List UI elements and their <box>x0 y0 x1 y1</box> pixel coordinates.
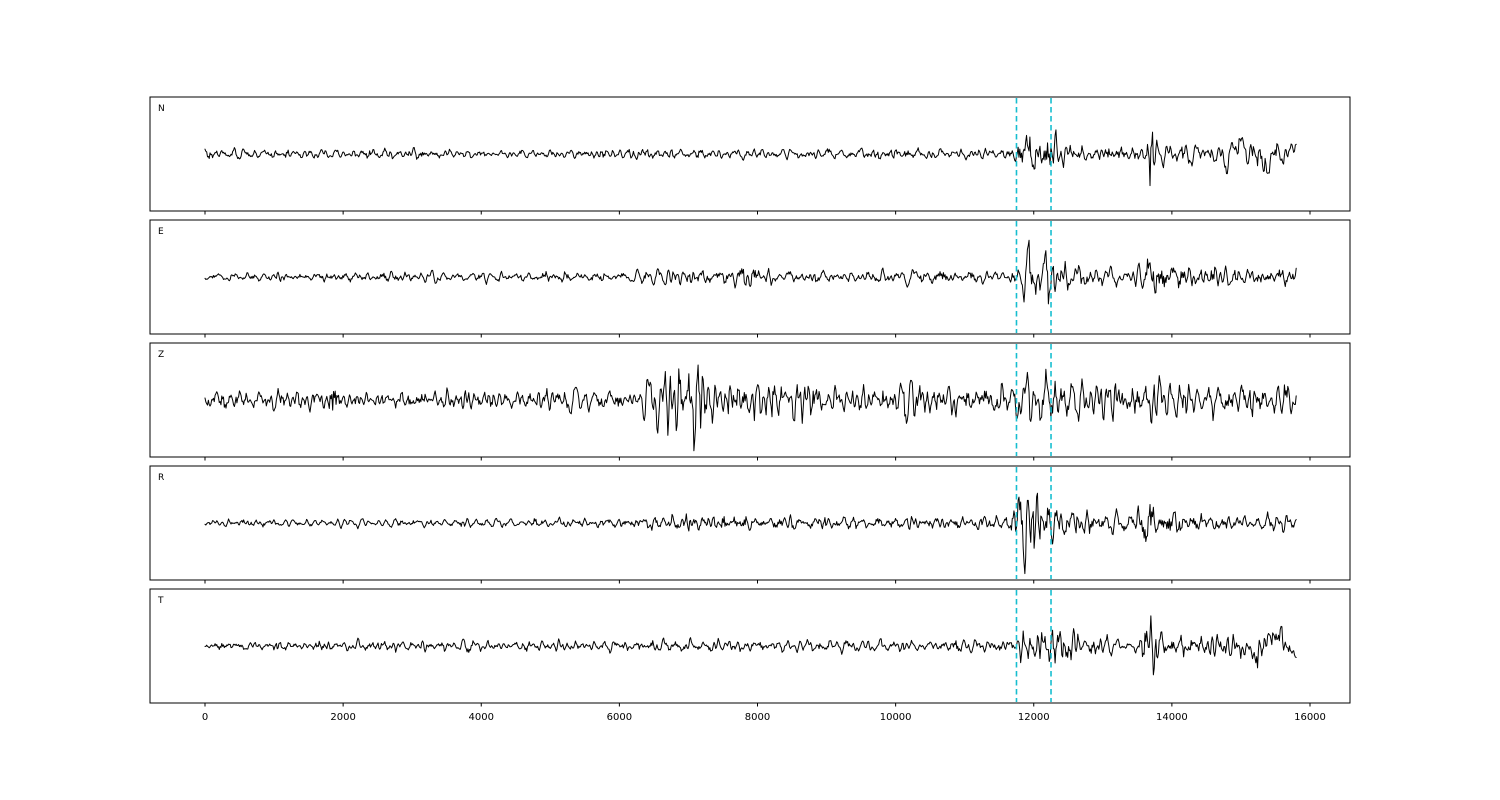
x-tick-label: 10000 <box>880 712 912 723</box>
panel-label-Z: Z <box>158 350 164 360</box>
panel-R: R <box>149 465 1351 584</box>
x-tick-label: 14000 <box>1156 712 1188 723</box>
panel-N: N <box>149 96 1351 215</box>
panel-label-E: E <box>158 227 164 237</box>
panel-border-N <box>149 96 1351 212</box>
x-tick-label: 6000 <box>607 712 632 723</box>
x-tick-label: 16000 <box>1294 712 1326 723</box>
waveform-trace-T <box>204 615 1297 676</box>
x-tick-label: 0 <box>202 712 208 723</box>
panel-border-E <box>149 219 1351 335</box>
panel-border-Z <box>149 342 1351 458</box>
waveform-trace-E <box>204 239 1297 305</box>
x-tick-label: 8000 <box>745 712 770 723</box>
panel-label-T: T <box>157 596 164 606</box>
waveform-trace-N <box>204 129 1297 187</box>
panel-Z: Z <box>149 342 1351 461</box>
panel-E: E <box>149 219 1351 338</box>
x-tick-label: 2000 <box>330 712 355 723</box>
waveform-trace-Z <box>204 364 1297 452</box>
x-tick-label: 12000 <box>1018 712 1050 723</box>
panel-label-R: R <box>158 473 164 483</box>
panel-T: T 0 2000 4000 6000 8000 10000 12000 14000 16000 <box>149 588 1351 723</box>
panel-border-R <box>149 465 1351 581</box>
panel-border-T <box>149 588 1351 704</box>
x-tick-label: 4000 <box>469 712 494 723</box>
panel-label-N: N <box>158 104 165 114</box>
waveform-trace-R <box>204 492 1297 575</box>
